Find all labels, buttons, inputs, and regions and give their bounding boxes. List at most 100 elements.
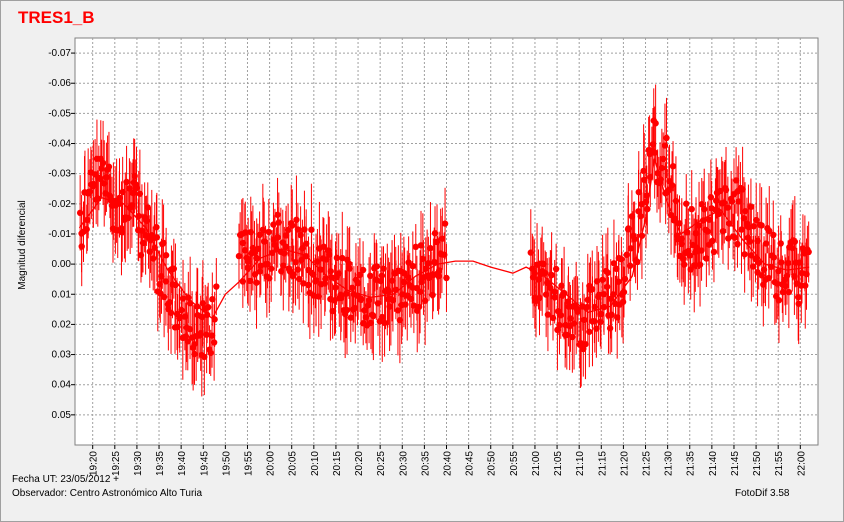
data-point	[94, 195, 101, 202]
data-point	[167, 309, 175, 317]
data-point	[379, 313, 386, 321]
data-point	[373, 263, 381, 270]
data-point	[597, 310, 605, 318]
data-point	[99, 159, 107, 167]
data-point	[637, 213, 644, 220]
data-point	[643, 192, 650, 199]
y-tick-label: -0.07	[48, 48, 71, 59]
data-point	[198, 313, 206, 321]
data-point	[701, 206, 708, 213]
x-tick-label: 21:50	[752, 451, 763, 476]
data-point	[574, 308, 582, 315]
data-point	[274, 234, 281, 241]
data-point	[284, 226, 292, 234]
data-point	[658, 164, 666, 172]
data-point	[754, 237, 761, 245]
data-point	[569, 333, 576, 341]
data-point	[740, 215, 748, 222]
data-point	[235, 252, 243, 260]
data-point	[692, 229, 700, 237]
data-point	[412, 243, 419, 251]
data-point	[135, 212, 142, 220]
data-point	[256, 268, 264, 275]
x-tick-label: 20:25	[376, 451, 387, 476]
data-point	[347, 314, 354, 321]
data-point	[203, 311, 211, 319]
footer-date: Fecha UT: 23/05/2012 +	[12, 474, 120, 485]
data-point	[327, 268, 334, 275]
x-tick-label: 20:50	[487, 451, 498, 476]
x-tick-label: 19:30	[133, 451, 144, 476]
data-point	[707, 194, 715, 201]
data-point	[207, 349, 214, 357]
chart-title: TRES1_B	[18, 8, 95, 27]
y-tick-label: 0.01	[52, 289, 72, 300]
data-point	[651, 149, 658, 156]
data-point	[686, 252, 694, 259]
y-tick-label: -0.03	[48, 169, 71, 180]
data-point	[435, 267, 443, 274]
data-point	[755, 259, 762, 266]
data-point	[153, 234, 161, 241]
data-point	[749, 263, 757, 270]
data-point	[789, 244, 796, 252]
data-point	[715, 210, 723, 218]
data-point	[193, 303, 201, 310]
y-tick-label: -0.04	[48, 139, 71, 150]
x-tick-label: 20:35	[420, 451, 431, 476]
data-point	[389, 296, 397, 304]
data-point	[606, 325, 614, 332]
data-point	[105, 163, 113, 170]
data-point	[317, 266, 324, 273]
data-point	[123, 178, 130, 186]
data-point	[647, 173, 654, 181]
x-tick-label: 21:00	[531, 451, 542, 476]
data-point	[401, 270, 408, 277]
data-point	[642, 198, 650, 206]
data-point	[253, 254, 260, 262]
x-tick-label: 21:40	[708, 451, 719, 476]
data-point	[661, 142, 669, 149]
data-point	[544, 311, 552, 318]
data-point	[178, 306, 185, 314]
data-point	[627, 245, 634, 252]
data-point	[443, 274, 450, 282]
data-point	[777, 240, 784, 247]
data-point	[778, 259, 785, 266]
data-point	[267, 265, 275, 272]
data-point	[211, 316, 218, 323]
data-point	[170, 265, 178, 272]
data-point	[404, 274, 412, 281]
data-point	[710, 248, 718, 256]
data-point	[208, 332, 216, 339]
data-point	[802, 282, 809, 289]
y-axis-label: Magnitud diferencial	[17, 200, 28, 290]
data-point	[427, 245, 434, 252]
data-point	[246, 277, 254, 285]
data-point	[626, 262, 634, 269]
data-point	[719, 227, 727, 235]
data-point	[415, 303, 423, 311]
x-tick-label: 20:20	[354, 451, 365, 476]
x-tick-label: 20:05	[288, 451, 299, 476]
x-tick-label: 20:30	[398, 451, 409, 476]
data-point	[83, 226, 90, 233]
data-point	[338, 294, 345, 302]
data-point	[785, 288, 793, 296]
data-point	[441, 220, 449, 227]
y-tick-label: 0.00	[52, 259, 72, 270]
data-point	[765, 274, 772, 282]
data-point	[634, 258, 641, 266]
x-tick-label: 21:15	[597, 451, 608, 476]
data-point	[429, 291, 436, 299]
data-point	[370, 312, 377, 320]
data-point	[294, 226, 302, 233]
data-point	[289, 222, 296, 229]
x-tick-label: 19:35	[155, 451, 166, 476]
footer-observer: Observador: Centro Astronómico Alto Turi…	[12, 488, 203, 499]
data-point	[201, 353, 208, 361]
y-tick-label: 0.02	[52, 319, 72, 330]
data-point	[431, 258, 438, 266]
data-point	[184, 338, 191, 345]
